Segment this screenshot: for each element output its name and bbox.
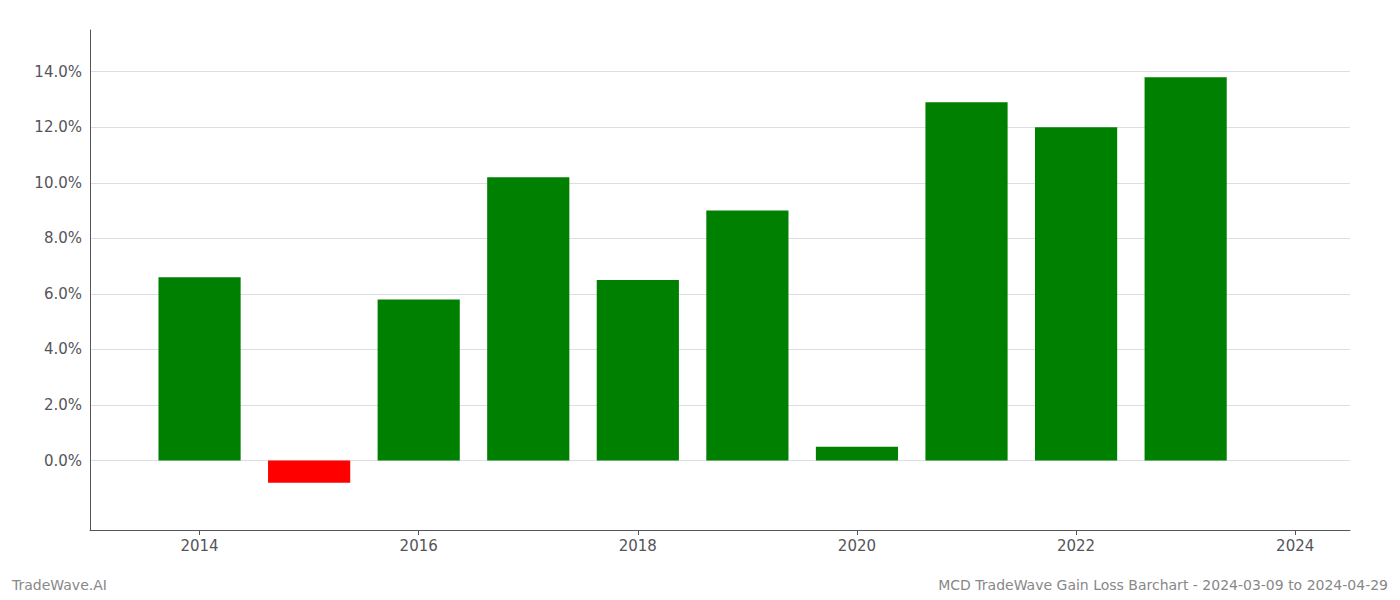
svg-text:12.0%: 12.0% (34, 118, 82, 136)
svg-text:2018: 2018 (619, 537, 657, 555)
svg-text:8.0%: 8.0% (44, 229, 82, 247)
svg-text:0.0%: 0.0% (44, 452, 82, 470)
svg-text:14.0%: 14.0% (34, 63, 82, 81)
svg-text:10.0%: 10.0% (34, 174, 82, 192)
svg-text:2020: 2020 (838, 537, 876, 555)
svg-text:2024: 2024 (1276, 537, 1314, 555)
svg-text:TradeWave.AI: TradeWave.AI (11, 577, 107, 593)
svg-text:2.0%: 2.0% (44, 396, 82, 414)
svg-text:MCD TradeWave Gain Loss Barcha: MCD TradeWave Gain Loss Barchart - 2024-… (938, 577, 1388, 593)
svg-text:2022: 2022 (1057, 537, 1095, 555)
svg-text:2014: 2014 (180, 537, 218, 555)
svg-text:6.0%: 6.0% (44, 285, 82, 303)
svg-text:2016: 2016 (400, 537, 438, 555)
svg-text:4.0%: 4.0% (44, 340, 82, 358)
